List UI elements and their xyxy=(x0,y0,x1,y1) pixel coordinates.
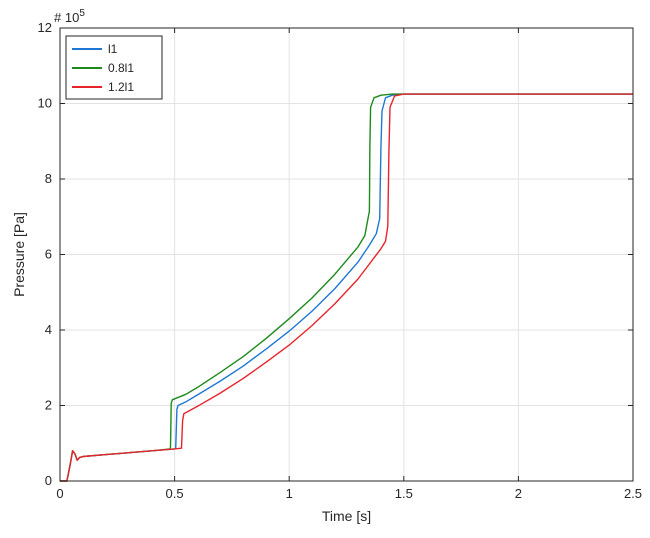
x-tick-label: 0.5 xyxy=(166,486,184,501)
x-tick-label: 1.5 xyxy=(395,486,413,501)
y-tick-label: 4 xyxy=(45,322,52,337)
y-tick-label: 10 xyxy=(38,96,52,111)
series-line-0-8l1 xyxy=(60,93,633,482)
x-axis-ticks: 0 0.5 1 1.5 2 2.5 xyxy=(56,28,642,501)
y-tick-label: 6 xyxy=(45,247,52,262)
legend-label: 1.2l1 xyxy=(108,80,134,94)
x-tick-label: 0 xyxy=(56,486,63,501)
x-tick-label: 2 xyxy=(515,486,522,501)
x-tick-label: 2.5 xyxy=(624,486,642,501)
y-axis-ticks: 0 2 4 6 8 10 12 xyxy=(38,20,633,488)
legend-label: l1 xyxy=(108,42,118,56)
series-line-l1 xyxy=(60,93,633,482)
series-lines xyxy=(60,93,633,482)
x-axis-label: Time [s] xyxy=(322,508,371,524)
y-tick-label: 2 xyxy=(45,398,52,413)
y-tick-label: 8 xyxy=(45,171,52,186)
y-axis-label: Pressure [Pa] xyxy=(11,212,27,297)
legend: l1 0.8l1 1.2l1 xyxy=(65,35,163,100)
y-tick-label: 12 xyxy=(38,20,52,35)
y-axis-exponent-power: 5 xyxy=(79,8,85,19)
legend-label: 0.8l1 xyxy=(108,61,134,75)
y-axis-exponent-base: # 10 xyxy=(54,10,79,25)
series-line-1-2l1 xyxy=(60,93,633,482)
legend-items: l1 0.8l1 1.2l1 xyxy=(72,42,134,94)
y-tick-label: 0 xyxy=(45,473,52,488)
x-tick-label: 1 xyxy=(286,486,293,501)
y-axis-exponent-label: # 105 xyxy=(54,8,85,25)
